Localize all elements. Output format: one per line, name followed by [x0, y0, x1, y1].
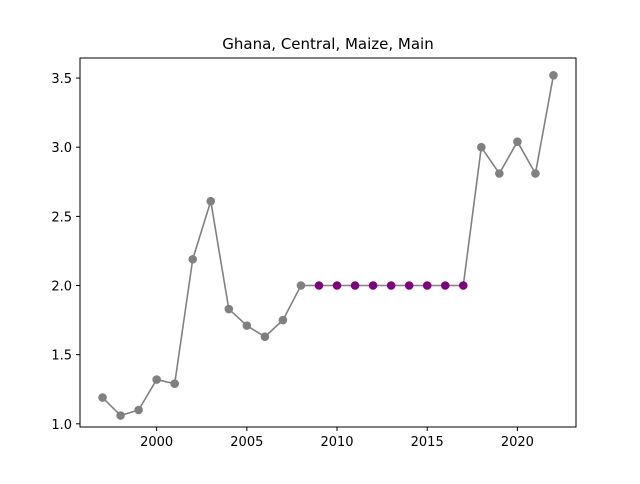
highlighted-data-point — [369, 281, 378, 290]
highlighted-data-point — [315, 281, 324, 290]
data-point — [261, 332, 270, 341]
highlighted-data-point — [459, 281, 468, 290]
y-tick-label: 2.5 — [51, 210, 72, 225]
data-point — [170, 379, 179, 388]
highlighted-data-point — [351, 281, 360, 290]
data-point — [134, 406, 143, 415]
y-tick-label: 3.0 — [51, 141, 72, 156]
y-tick-label: 1.5 — [51, 349, 72, 364]
data-point — [495, 169, 504, 178]
highlighted-data-point — [387, 281, 396, 290]
data-point — [206, 197, 215, 206]
data-point — [116, 411, 125, 420]
x-tick-label: 2000 — [140, 435, 173, 450]
data-point — [513, 137, 522, 146]
chart-title: Ghana, Central, Maize, Main — [222, 35, 433, 53]
data-point — [188, 255, 197, 264]
highlighted-data-point — [423, 281, 432, 290]
data-point — [152, 375, 161, 384]
data-point — [243, 321, 252, 330]
data-point — [297, 281, 306, 290]
data-point — [225, 305, 234, 314]
highlighted-data-point — [441, 281, 450, 290]
data-point — [549, 71, 558, 80]
y-tick-label: 2.0 — [51, 280, 72, 295]
data-point — [531, 169, 540, 178]
data-point — [477, 143, 486, 152]
y-tick-label: 1.0 — [51, 418, 72, 433]
x-tick-label: 2020 — [501, 435, 534, 450]
x-tick-label: 2015 — [411, 435, 444, 450]
x-tick-label: 2010 — [320, 435, 353, 450]
y-tick-label: 3.5 — [51, 72, 72, 87]
data-point — [279, 316, 288, 325]
highlighted-data-point — [333, 281, 342, 290]
highlighted-data-point — [405, 281, 414, 290]
data-point — [98, 393, 107, 402]
x-tick-label: 2005 — [230, 435, 263, 450]
